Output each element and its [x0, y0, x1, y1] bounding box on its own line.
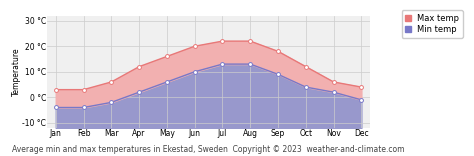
Y-axis label: Temperature: Temperature	[12, 47, 21, 96]
Legend: Max temp, Min temp: Max temp, Min temp	[401, 10, 463, 38]
Text: Average min and max temperatures in Ekestad, Sweden  Copyright © 2023  weather-a: Average min and max temperatures in Ekes…	[12, 145, 405, 154]
